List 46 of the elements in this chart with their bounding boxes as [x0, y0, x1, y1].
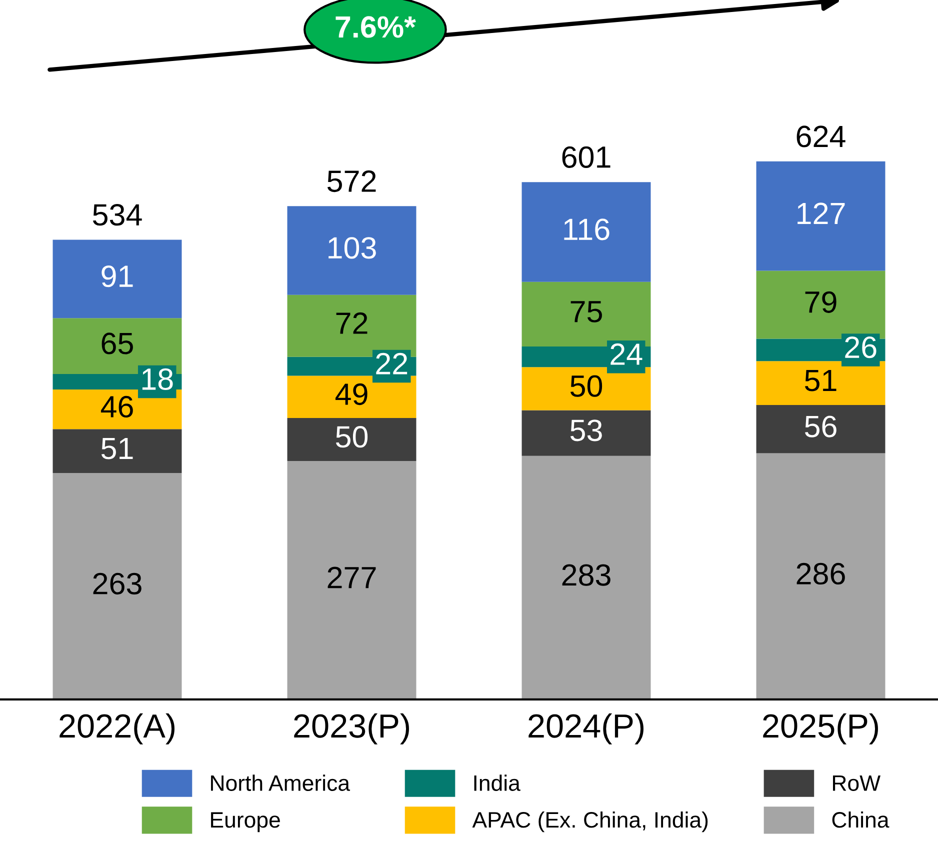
data-label: 283: [562, 564, 610, 586]
data-label: 26: [845, 336, 876, 358]
data-label: 51: [804, 370, 836, 392]
bar: [756, 453, 886, 700]
data-label: 46: [100, 396, 133, 418]
data-label: 286: [796, 562, 845, 585]
data-label: 51: [101, 438, 133, 460]
legend-label: China: [832, 811, 890, 828]
legend-label: North America: [211, 774, 350, 791]
data-label: 263: [93, 572, 142, 594]
x-tick-label: 2023(P): [294, 713, 409, 744]
data-label: 50: [570, 375, 602, 397]
bar: [756, 161, 886, 271]
data-label: 103: [328, 237, 376, 259]
data-label: 53: [570, 420, 602, 442]
data-label: 65: [102, 332, 133, 354]
bar: [287, 461, 416, 700]
data-label: 22: [376, 352, 408, 374]
data-label: 50: [336, 426, 368, 448]
bar: [522, 456, 651, 700]
total-label: 601: [562, 146, 610, 168]
data-label: 24: [610, 343, 642, 365]
legend-label: Europe: [211, 812, 280, 832]
data-label: 75: [570, 301, 602, 322]
data-label: 277: [328, 566, 376, 588]
bar: [52, 240, 182, 318]
data-label: 56: [804, 416, 836, 438]
data-label: 79: [805, 291, 836, 313]
total-label: 572: [327, 170, 376, 192]
data-label: 18: [142, 368, 173, 390]
legend-label: APAC (Ex. China, India): [472, 811, 708, 832]
total-label: 624: [796, 126, 846, 148]
data-label: 91: [102, 265, 133, 288]
legend-label: India: [474, 774, 520, 791]
bar: [52, 473, 182, 700]
x-tick-label: 2022(A): [60, 713, 174, 744]
x-tick-label: 2025(P): [763, 713, 878, 744]
text: 7.6%*: [336, 16, 416, 38]
legend-label: RoW: [833, 775, 880, 791]
data-label: 127: [798, 202, 845, 224]
x-tick-label: 2024(P): [528, 713, 644, 744]
data-label: 116: [564, 218, 610, 240]
data-label: 72: [336, 312, 368, 334]
data-label: 49: [335, 383, 368, 406]
total-label: 534: [92, 204, 142, 226]
bar: [522, 182, 651, 282]
